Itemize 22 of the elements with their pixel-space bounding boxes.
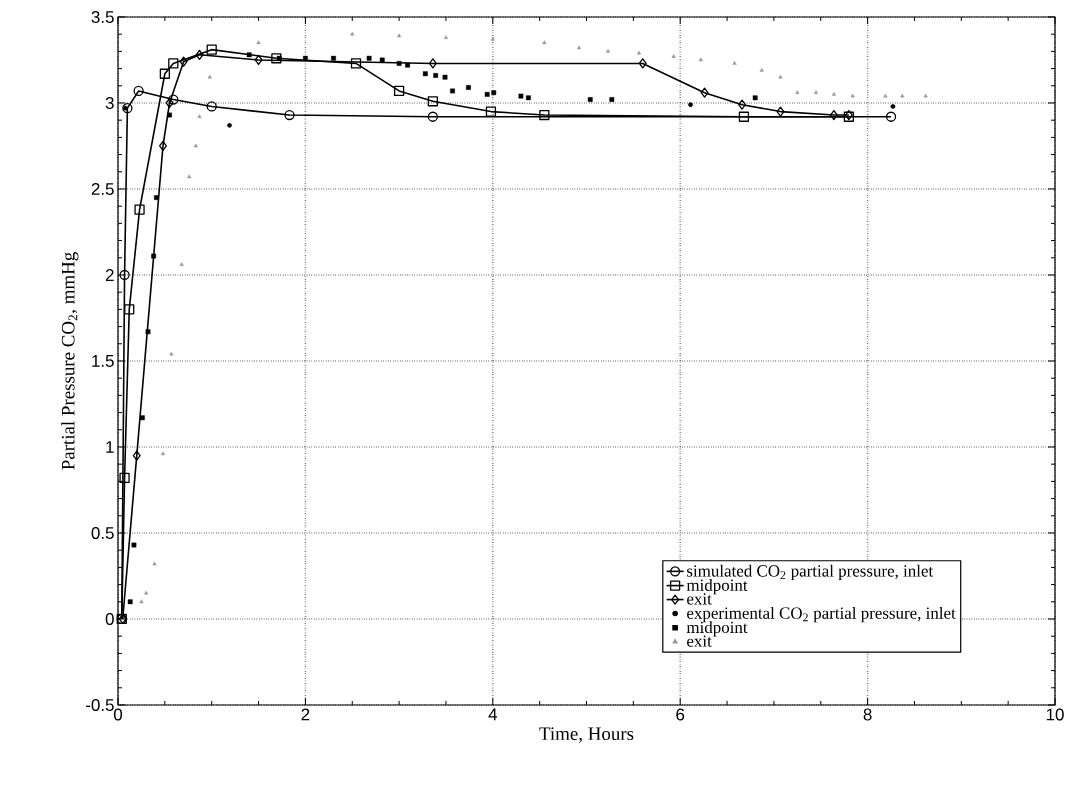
y-tick-label: 0.5	[91, 526, 114, 539]
y-tick-label: 3.5	[91, 10, 114, 23]
y-tick-label: 1	[106, 441, 114, 453]
legend-label: midpoint	[686, 578, 748, 595]
y-tick-label: -0.5	[86, 698, 114, 711]
y-tick-label: 1.5	[92, 355, 114, 367]
legend-label: midpoint	[686, 621, 748, 637]
x-tick-label: 6	[676, 708, 685, 721]
legend-label: exit	[687, 635, 712, 647]
x-tick-label: 8	[863, 708, 872, 721]
y-tick-label: 0	[105, 612, 114, 625]
y-axis-title: Partial Pressure CO$_{2}$, mmHg	[61, 252, 79, 470]
x-tick-label: 10	[1046, 708, 1064, 721]
y-tick-label: 3	[105, 96, 114, 109]
x-tick-label: 0	[113, 708, 123, 721]
legend-label: experimental CO$_{2}$ partial pressure, inlet	[687, 606, 956, 623]
y-tick-label: 2	[105, 269, 114, 281]
y-tick-label: 2.5	[91, 182, 114, 195]
legend-label: exit	[687, 593, 712, 605]
x-axis-title: Time, Hours	[539, 727, 634, 743]
x-tick-label: 2	[301, 708, 310, 721]
x-tick-label: 4	[488, 708, 498, 721]
